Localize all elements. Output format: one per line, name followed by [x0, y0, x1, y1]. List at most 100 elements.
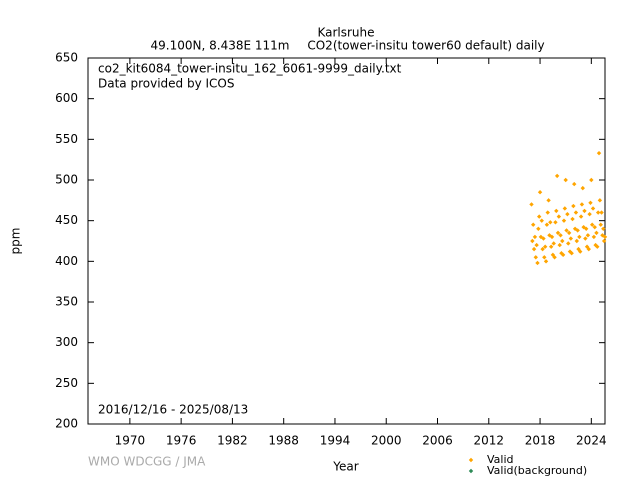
data-point	[544, 222, 550, 227]
data-point	[540, 246, 545, 252]
data-point	[553, 220, 558, 225]
data-point	[568, 236, 574, 241]
data-point	[551, 241, 556, 246]
data-point	[560, 252, 566, 258]
subtitle-right: CO2(tower-insitu tower60 default) daily	[307, 39, 544, 53]
data-point	[591, 234, 597, 240]
data-point	[564, 228, 569, 233]
data-point	[529, 202, 534, 207]
x-tick-label: 2006	[422, 434, 453, 448]
file-label: co2_kit6084_tower-insitu_162_6061-9999_d…	[98, 62, 402, 76]
data-point	[561, 218, 567, 223]
data-point	[556, 214, 562, 219]
data-point	[586, 246, 591, 252]
subtitle-left: 49.100N, 8.438E 111m	[151, 39, 290, 53]
data-point	[601, 226, 606, 231]
data-point	[596, 150, 602, 156]
data-point	[531, 246, 537, 252]
data-point	[579, 202, 585, 207]
data-point	[555, 230, 561, 236]
data-point	[587, 211, 592, 217]
data-point	[537, 214, 542, 219]
y-tick-label: 650	[55, 51, 78, 65]
data-point	[602, 234, 608, 240]
data-point	[543, 259, 549, 264]
data-point	[554, 208, 559, 214]
data-point	[573, 210, 579, 215]
y-tick-label: 200	[55, 417, 78, 431]
data-point	[537, 190, 543, 195]
data-point	[594, 230, 599, 236]
data-point	[547, 233, 552, 238]
data-point	[557, 242, 562, 248]
y-tick-label: 550	[55, 132, 78, 146]
provider-label: Data provided by ICOS	[98, 77, 234, 91]
data-point	[595, 210, 601, 215]
data-point	[600, 233, 605, 238]
data-point	[542, 244, 548, 249]
data-point	[576, 246, 581, 252]
legend-label: Valid	[487, 453, 514, 466]
data-point	[559, 251, 564, 256]
data-point	[545, 210, 550, 215]
data-point	[589, 222, 595, 227]
data-point	[548, 244, 554, 249]
data-point	[572, 181, 577, 187]
data-point	[578, 214, 584, 219]
data-point	[533, 255, 538, 260]
data-point	[531, 222, 536, 227]
data-point	[583, 236, 588, 241]
data-point	[530, 238, 535, 244]
x-tick-label: 1982	[217, 434, 248, 448]
data-point	[574, 238, 579, 244]
data-point	[575, 228, 580, 233]
data-point	[584, 226, 589, 231]
data-point	[548, 220, 553, 225]
data-point	[560, 238, 565, 244]
credit: WMO WDCGG / JMA	[88, 455, 206, 469]
data-point	[552, 255, 557, 260]
x-tick-label: 1988	[268, 434, 299, 448]
data-point	[580, 185, 585, 191]
legend-label: Valid(background)	[487, 464, 587, 477]
data-point	[582, 208, 587, 214]
data-point	[534, 242, 539, 248]
data-point	[566, 241, 571, 246]
data-point	[590, 206, 596, 211]
legend-marker	[468, 468, 474, 474]
x-tick-label: 1994	[320, 434, 351, 448]
y-tick-label: 350	[55, 295, 78, 309]
x-axis-label: Year	[332, 460, 358, 474]
plot-frame	[87, 57, 606, 425]
data-point	[592, 224, 597, 230]
data-point	[585, 233, 591, 238]
data-point	[542, 255, 547, 260]
data-point	[572, 226, 578, 231]
x-tick-label: 2000	[371, 434, 402, 448]
data-point	[588, 200, 593, 205]
data-point	[571, 203, 576, 209]
data-point	[601, 238, 607, 244]
data-point	[535, 260, 540, 266]
data-point	[577, 234, 582, 240]
data-point	[578, 249, 583, 254]
data-point	[599, 210, 604, 215]
y-tick-label: 500	[55, 173, 78, 187]
data-point	[570, 216, 575, 222]
data-point	[589, 177, 594, 183]
data-point	[584, 244, 590, 249]
period-label: 2016/12/16 - 2025/08/13	[98, 403, 248, 417]
data-point	[558, 233, 563, 238]
x-tick-label: 2012	[474, 434, 505, 448]
data-point	[541, 236, 546, 241]
x-tick-label: 2018	[525, 434, 556, 448]
y-tick-label: 300	[55, 335, 78, 349]
data-point	[550, 252, 556, 258]
data-point	[593, 242, 598, 248]
y-tick-label: 600	[55, 91, 78, 105]
data-point	[595, 244, 600, 249]
y-axis-label: ppm	[9, 228, 23, 255]
x-tick-label: 2024	[576, 434, 607, 448]
